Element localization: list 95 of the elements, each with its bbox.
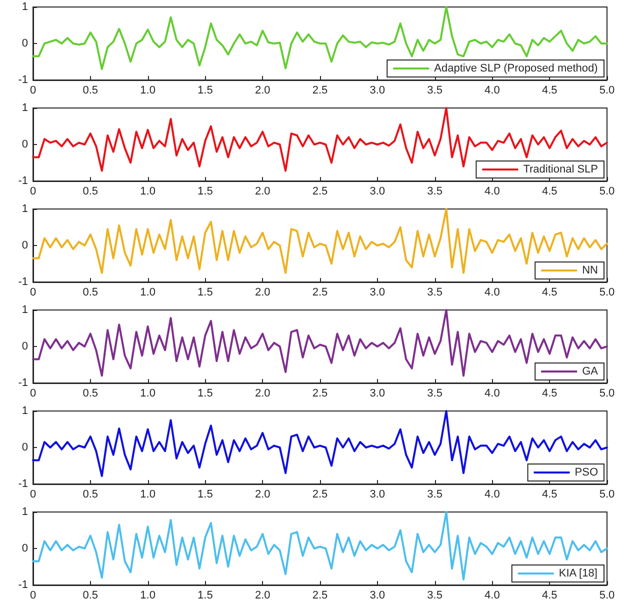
x-tick-label: 2.5: [312, 84, 328, 96]
x-tick-label: 3.5: [427, 590, 442, 602]
y-tick-label: 1: [22, 506, 28, 518]
x-tick-label: 0: [30, 488, 36, 500]
y-tick-label: -1: [18, 74, 28, 86]
x-tick-label: 4.0: [484, 84, 500, 96]
x-tick-label: 2.5: [312, 488, 328, 500]
x-tick-label: 1.0: [140, 186, 156, 198]
y-tick-label: -1: [18, 276, 28, 288]
x-tick-label: 4.5: [542, 590, 558, 602]
y-tick-label: 0: [22, 340, 28, 352]
x-tick-label: 1.0: [140, 488, 156, 500]
line-series: [32, 208, 608, 274]
x-tick-label: 0: [30, 286, 36, 298]
x-tick-label: 3.5: [427, 84, 442, 96]
x-tick-label: 4.5: [542, 388, 558, 400]
x-tick-label: 2.5: [312, 186, 328, 198]
x-tick-label: 1.5: [198, 590, 213, 602]
x-tick-label: 3.0: [370, 488, 386, 500]
legend-label: Traditional SLP: [523, 164, 598, 176]
x-tick-label: 3.5: [427, 286, 442, 298]
x-tick-label: 5.0: [599, 186, 615, 198]
x-tick-label: 1.0: [140, 286, 156, 298]
x-tick-label: 5.0: [599, 488, 615, 500]
x-tick-label: 4.5: [542, 488, 558, 500]
x-tick-label: 4.0: [484, 590, 500, 602]
x-tick-label: 1.5: [198, 186, 213, 198]
y-tick-label: 0: [22, 442, 28, 454]
x-tick-label: 3.5: [427, 388, 442, 400]
y-tick-label: 1: [22, 203, 28, 215]
y-tick-label: 0: [22, 542, 28, 554]
y-tick-label: -1: [18, 377, 28, 389]
y-tick-label: 0: [22, 38, 28, 50]
x-tick-label: 2.0: [254, 590, 270, 602]
legend-label: Adaptive SLP (Proposed method): [434, 62, 598, 74]
x-tick-label: 3.0: [370, 286, 386, 298]
y-tick-label: 1: [22, 102, 28, 114]
x-tick-label: 2.0: [254, 488, 270, 500]
x-tick-label: 4.0: [484, 286, 500, 298]
x-tick-label: 4.0: [484, 186, 500, 198]
x-tick-label: 0.5: [82, 84, 98, 96]
x-tick-label: 0: [30, 186, 36, 198]
x-tick-label: 0.5: [82, 590, 98, 602]
y-tick-label: -1: [18, 579, 28, 591]
x-tick-label: 2.5: [312, 590, 328, 602]
x-tick-label: 2.5: [312, 388, 328, 400]
legend-label: GA: [582, 366, 599, 378]
legend-label: NN: [582, 264, 598, 276]
x-tick-label: 4.0: [484, 388, 500, 400]
x-tick-label: 0.5: [82, 186, 98, 198]
y-tick-label: 1: [22, 1, 28, 13]
y-tick-label: 0: [22, 138, 28, 150]
y-tick-label: -1: [18, 478, 28, 490]
x-tick-label: 1.0: [140, 84, 156, 96]
line-series: [32, 410, 608, 477]
x-tick-label: 3.5: [427, 488, 442, 500]
x-tick-label: 4.0: [484, 488, 500, 500]
x-tick-label: 1.0: [140, 388, 156, 400]
y-tick-label: 0: [22, 240, 28, 252]
x-tick-label: 0.5: [82, 488, 98, 500]
legend-label: KIA [18]: [558, 568, 598, 580]
x-tick-label: 3.0: [370, 84, 386, 96]
x-tick-label: 0: [30, 84, 36, 96]
line-series: [32, 309, 608, 377]
x-tick-label: 2.0: [254, 84, 270, 96]
x-tick-label: 2.5: [312, 286, 328, 298]
x-tick-label: 1.5: [198, 84, 213, 96]
legend-label: PSO: [574, 466, 598, 478]
x-tick-label: 1.0: [140, 590, 156, 602]
x-tick-label: 4.5: [542, 84, 558, 96]
line-series: [32, 107, 608, 172]
x-tick-label: 5.0: [599, 84, 615, 96]
x-tick-label: 5.0: [599, 590, 615, 602]
x-tick-label: 1.5: [198, 488, 213, 500]
x-tick-label: 0.5: [82, 388, 98, 400]
x-tick-label: 5.0: [599, 286, 615, 298]
x-tick-label: 3.0: [370, 590, 386, 602]
x-tick-label: 5.0: [599, 388, 615, 400]
line-series: [32, 511, 608, 581]
x-tick-label: 0.5: [82, 286, 98, 298]
x-tick-label: 2.0: [254, 186, 270, 198]
x-tick-label: 2.0: [254, 388, 270, 400]
y-tick-label: 1: [22, 304, 28, 316]
x-tick-label: 4.5: [542, 286, 558, 298]
x-tick-label: 2.0: [254, 286, 270, 298]
x-tick-label: 3.0: [370, 186, 386, 198]
x-tick-label: 1.5: [198, 388, 213, 400]
y-tick-label: 1: [22, 405, 28, 417]
x-tick-label: 1.5: [198, 286, 213, 298]
x-tick-label: 0: [30, 388, 36, 400]
x-tick-label: 4.5: [542, 186, 558, 198]
x-tick-label: 3.5: [427, 186, 442, 198]
x-tick-label: 0: [30, 590, 36, 602]
x-tick-label: 3.0: [370, 388, 386, 400]
y-tick-label: -1: [18, 175, 28, 187]
